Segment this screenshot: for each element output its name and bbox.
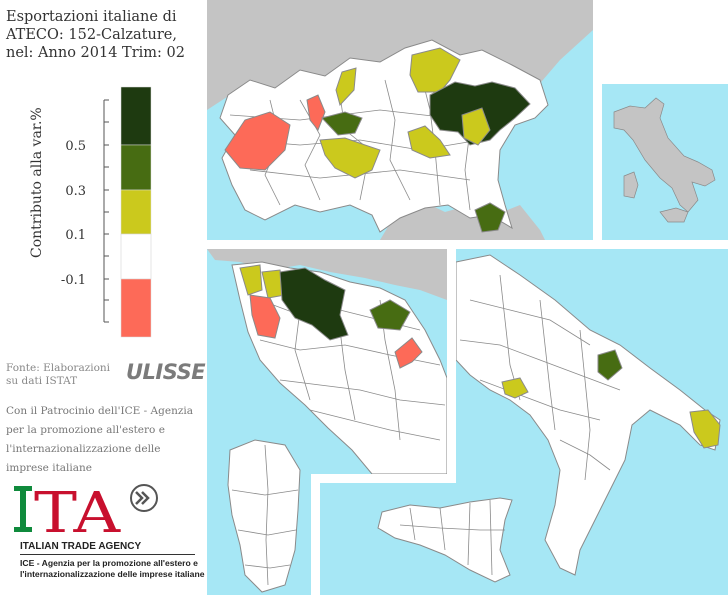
patronage-line-2: per la promozione all'estero e — [6, 424, 165, 436]
italy-overview-shape — [613, 97, 716, 213]
legend-swatch-class-1 — [120, 86, 152, 146]
province-class-2-pesaro — [474, 202, 506, 233]
legend: 0.5 0.3 0.1 -0.1 — [61, 86, 152, 338]
ita-desc-line-1: ICE - Agenzia per la promozione all'este… — [20, 558, 198, 568]
patronage-line-4: imprese italiane — [6, 462, 92, 474]
map-panel-sicily — [320, 483, 542, 595]
province-class-1-florence — [279, 267, 349, 341]
sicily-overview — [659, 207, 689, 223]
title-line-2: ATECO: 152-Calzature, — [6, 27, 177, 43]
legend-tick-0.5: 0.5 — [65, 139, 86, 154]
ita-description: ICE - Agenzia per la promozione all'este… — [20, 558, 210, 580]
ita-logo-text: TA — [34, 481, 121, 540]
map-title: Esportazioni italiane di ATECO: 152-Calz… — [6, 8, 202, 62]
patronage-text: Con il Patrocinio dell'ICE - Agenzia per… — [6, 402, 202, 478]
source-line-2: su dati ISTAT — [6, 375, 78, 387]
foreign-land-central — [207, 249, 447, 300]
legend-tick-minus-0.1: -0.1 — [61, 273, 86, 288]
south-italy-land — [456, 254, 721, 576]
province-borders-sardinia — [231, 444, 299, 586]
legend-swatch-class-3 — [120, 189, 152, 235]
legend-swatch-class-4 — [120, 233, 152, 280]
legend-axis — [103, 99, 109, 323]
province-class-3-padova — [461, 107, 491, 146]
legend-tick-0.3: 0.3 — [65, 184, 86, 199]
province-class-2-foggia — [597, 349, 623, 381]
province-class-5-fermo — [394, 337, 423, 369]
patronage-line-1: Con il Patrocinio dell'ICE - Agenzia — [6, 405, 193, 417]
province-class-3-lombardy — [319, 137, 381, 179]
province-class-3-emilia — [407, 125, 451, 159]
ita-name: ITALIAN TRADE AGENCY — [20, 541, 142, 552]
source-line-1: Fonte: Elaborazioni — [6, 362, 111, 374]
province-class-3-trentino — [409, 47, 461, 93]
legend-swatches — [120, 86, 152, 338]
title-line-1: Esportazioni italiane di — [6, 9, 177, 25]
legend-swatch-class-5 — [120, 278, 152, 338]
title-line-3: nel: Anno 2014 Trim: 02 — [6, 45, 185, 61]
province-class-3-naples — [501, 377, 529, 399]
province-class-2-lombardy — [321, 111, 363, 136]
province-class-5-aosta — [224, 111, 291, 171]
source-note: Fonte: Elaborazioni su dati ISTAT — [6, 362, 116, 388]
patronage-line-3: l'internazionalizzazione delle — [6, 443, 161, 455]
province-class-3-lecce — [689, 409, 721, 449]
province-class-5-pisa — [249, 294, 281, 339]
ita-desc-line-2: l'internazionalizzazione delle imprese i… — [20, 569, 205, 579]
map-panel-sardinia — [207, 423, 311, 595]
sardinia-overview — [623, 171, 639, 199]
legend-tick-0.1: 0.1 — [65, 228, 86, 243]
ita-divider — [20, 554, 195, 555]
sardinia-land — [227, 439, 301, 593]
province-borders-sicily — [399, 499, 505, 576]
ita-logo: TA — [14, 481, 158, 540]
map-panel-italy-overview — [602, 84, 728, 240]
ulisse-logo: ULISSE — [126, 360, 206, 384]
province-class-3-massa — [239, 264, 263, 296]
legend-tick-labels: 0.5 0.3 0.1 -0.1 — [61, 139, 86, 288]
province-class-3-sondrio — [335, 67, 357, 107]
province-class-5-vco — [306, 94, 326, 131]
province-class-2-ancona — [369, 299, 411, 331]
map-panel-north — [207, 0, 593, 240]
province-borders-south — [459, 274, 621, 481]
